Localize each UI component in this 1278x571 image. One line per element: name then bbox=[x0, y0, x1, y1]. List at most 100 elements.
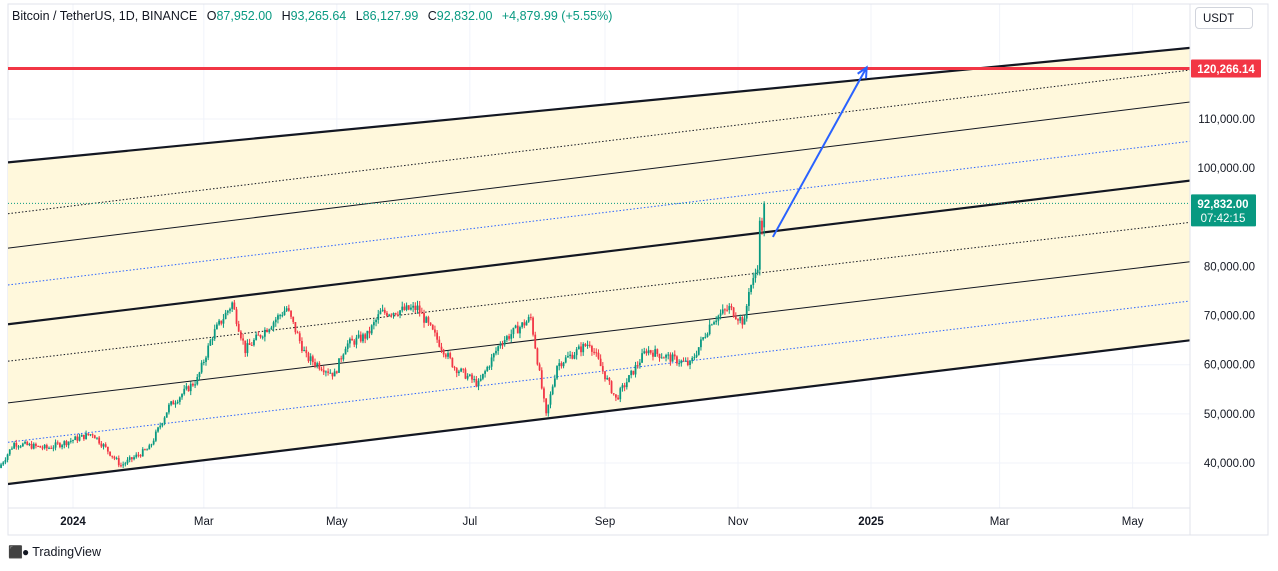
candle-body bbox=[43, 445, 46, 449]
candle bbox=[52, 445, 55, 452]
candle bbox=[78, 433, 81, 442]
projection-arrowhead bbox=[857, 65, 868, 79]
symbol-title[interactable]: Bitcoin / TetherUS, 1D, BINANCE bbox=[12, 9, 198, 23]
candle bbox=[120, 462, 122, 468]
candle-body bbox=[427, 317, 430, 323]
candle-body bbox=[750, 285, 752, 292]
candle bbox=[320, 366, 323, 372]
currency-button[interactable]: USDT bbox=[1195, 7, 1253, 29]
candle bbox=[412, 301, 415, 313]
candle-body bbox=[748, 291, 750, 306]
candle bbox=[104, 442, 107, 448]
resistance-tag-label: 120,266.14 bbox=[1197, 64, 1255, 76]
parallel-channel[interactable] bbox=[8, 46, 1190, 486]
candle bbox=[19, 444, 22, 449]
candle-body bbox=[420, 312, 423, 314]
candle-body bbox=[2, 462, 5, 465]
resistance-price-tag: 120,266.14 bbox=[1191, 59, 1261, 78]
candle bbox=[656, 348, 659, 357]
candle bbox=[702, 336, 705, 341]
candle bbox=[654, 345, 657, 358]
candle-body bbox=[484, 371, 486, 374]
candle-body bbox=[601, 366, 604, 372]
candle bbox=[741, 316, 744, 329]
candle-body bbox=[479, 378, 482, 381]
candle-body bbox=[368, 330, 371, 334]
candle bbox=[59, 442, 61, 449]
candle bbox=[455, 367, 458, 378]
candle-body bbox=[732, 307, 735, 317]
candle bbox=[549, 391, 552, 409]
candle-body bbox=[24, 441, 26, 444]
candle bbox=[756, 265, 759, 276]
tradingview-logo[interactable]: ⬛● TradingView bbox=[8, 545, 101, 559]
candle-body bbox=[181, 394, 183, 398]
candle-body bbox=[392, 313, 395, 316]
candle bbox=[599, 354, 602, 367]
candle-body bbox=[379, 311, 382, 315]
candle-body bbox=[359, 334, 362, 342]
candle-body bbox=[144, 449, 146, 451]
candle bbox=[370, 324, 373, 336]
candle bbox=[499, 341, 502, 349]
candle-body bbox=[15, 442, 18, 447]
symbol-legend: Bitcoin / TetherUS, 1D, BINANCE O87,952.… bbox=[12, 9, 612, 23]
candle-body bbox=[514, 325, 517, 328]
candle bbox=[93, 434, 96, 439]
candle bbox=[761, 217, 763, 235]
candle-body bbox=[17, 446, 20, 448]
candle bbox=[45, 443, 48, 451]
time-axis[interactable]: 2024 Mar May Jul Sep Nov 2025 Mar May bbox=[8, 507, 1190, 528]
candle-body bbox=[113, 456, 116, 459]
candle bbox=[357, 330, 360, 339]
candle bbox=[719, 309, 722, 320]
candle-body bbox=[209, 340, 212, 346]
last-price-tag: 92,832.00 07:42:15 bbox=[1191, 194, 1256, 227]
candle bbox=[721, 304, 724, 315]
candle bbox=[492, 352, 495, 362]
candle bbox=[76, 434, 79, 444]
candle-body bbox=[719, 313, 722, 316]
candle-body bbox=[148, 445, 151, 450]
channel-fill bbox=[8, 47, 1190, 485]
open-label: O bbox=[206, 9, 217, 23]
candle bbox=[213, 324, 216, 341]
candle-body bbox=[357, 334, 360, 338]
candle-body bbox=[69, 440, 72, 442]
candle bbox=[451, 357, 454, 368]
x-tick-label: May bbox=[1122, 516, 1144, 528]
x-tick-label: Mar bbox=[990, 516, 1010, 528]
candle bbox=[139, 454, 142, 458]
candle bbox=[135, 452, 138, 459]
candle bbox=[604, 371, 606, 382]
candle bbox=[211, 336, 214, 345]
candle bbox=[41, 445, 44, 451]
candle-body bbox=[512, 327, 515, 335]
candle bbox=[591, 344, 593, 356]
candle-body bbox=[316, 363, 319, 366]
candle-body bbox=[416, 305, 419, 311]
candle-body bbox=[207, 345, 210, 358]
chart-overlays bbox=[8, 65, 1190, 238]
candle-body bbox=[689, 361, 691, 366]
candle bbox=[30, 440, 33, 450]
candle bbox=[172, 399, 175, 405]
candle bbox=[754, 268, 757, 283]
candle bbox=[220, 320, 223, 326]
candle-body bbox=[447, 353, 449, 357]
candle bbox=[610, 380, 613, 394]
candle-body bbox=[372, 322, 375, 326]
candle-body bbox=[643, 351, 646, 354]
candle bbox=[464, 367, 467, 380]
price-axis[interactable]: 40,000.00 50,000.00 60,000.00 70,000.00 80,0… bbox=[1189, 4, 1261, 535]
candle bbox=[198, 371, 201, 381]
candle bbox=[458, 369, 460, 376]
candle bbox=[85, 430, 87, 440]
candle-body bbox=[551, 386, 554, 395]
candle-body bbox=[76, 436, 79, 441]
candle-body bbox=[662, 357, 665, 359]
candle-body bbox=[246, 343, 249, 354]
candle-body bbox=[527, 317, 530, 322]
candle bbox=[296, 330, 299, 334]
